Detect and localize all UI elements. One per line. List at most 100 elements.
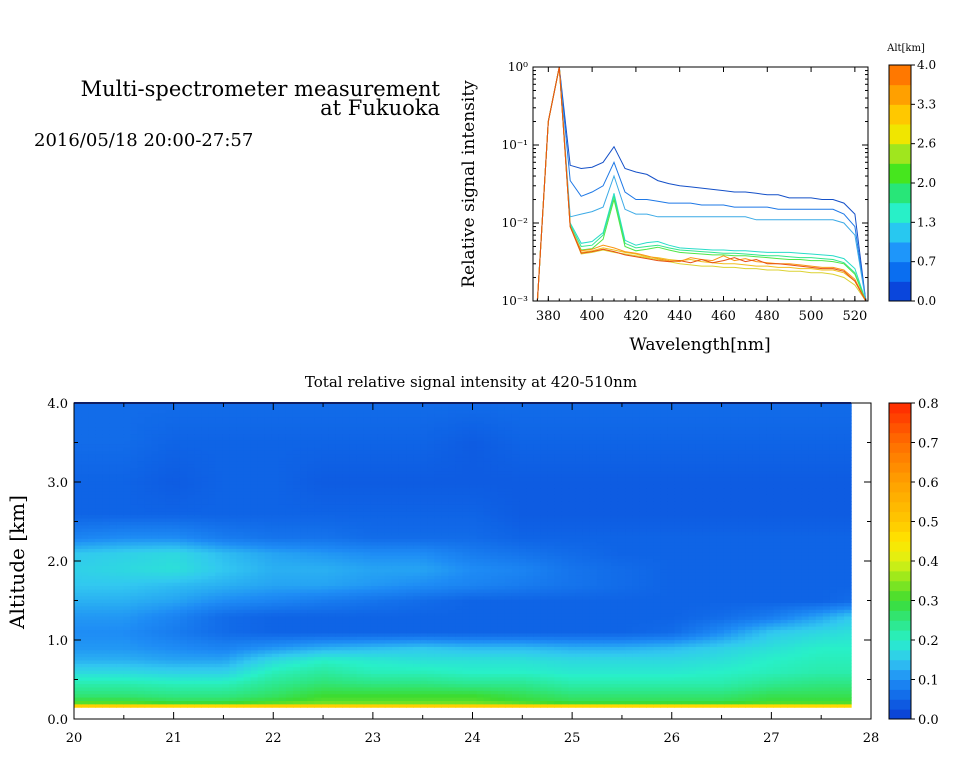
heatmap-cell [709,690,718,695]
heatmap-cell [95,659,103,664]
heatmap-cell [222,646,231,651]
heatmap-cell [427,683,435,688]
heatmap-cell [773,639,782,644]
heatmap-cell [88,642,96,647]
heatmap-cell [413,649,421,654]
heatmap-cell [427,612,435,617]
heatmap-cell [88,629,96,634]
heatmap-cell [766,578,774,583]
heatmap-cell [519,578,527,583]
heatmap-cell [476,602,485,607]
heatmap-cell [462,646,471,651]
heatmap-cell [427,669,435,674]
heatmap-cell [363,680,372,685]
heatmap-cell [116,622,125,627]
heatmap-cell [377,703,386,708]
heatmap-cell [229,646,238,651]
heatmap-cell [716,680,725,685]
heatmap-cell [730,568,739,573]
heatmap-cell [377,686,386,691]
heatmap-cell [137,619,146,624]
heatmap-cell [363,571,372,576]
heatmap-cell [462,663,471,668]
heatmap-cell [780,609,789,614]
heatmap-cell [646,626,654,631]
heatmap-cell [264,663,273,668]
heatmap-cell [116,626,125,631]
heatmap-cell [448,585,457,590]
heatmap-cell [144,558,153,563]
heatmap-cell [406,565,414,570]
heatmap-cell [723,558,732,563]
heatmap-cell [257,575,266,580]
heatmap-cell [625,629,633,634]
heatmap-cell [201,565,209,570]
heatmap-cell [483,680,492,685]
heatmap-cell [116,565,125,570]
heatmap-cell [434,605,442,610]
heatmap-cell [328,622,336,627]
heatmap-cell [780,558,789,563]
heatmap-cell [836,673,845,678]
heatmap-cell [639,561,647,566]
heatmap-cell [603,605,612,610]
heatmap-cell [292,592,301,597]
heatmap-cell [730,582,739,587]
heatmap-cell [603,629,612,634]
heatmap-cell [363,592,372,597]
heatmap-cell [653,639,661,644]
heatmap-cell [222,568,231,573]
heatmap-cell [384,622,393,627]
heatmap-cell [815,578,824,583]
heatmap-cell [292,599,301,603]
heatmap-cell [674,588,683,593]
heatmap-cell [695,615,704,620]
heatmap-cell [625,588,633,593]
heatmap-cell [836,686,845,691]
heatmap-cell [398,676,407,681]
heatmap-cell [667,622,676,627]
heatmap-cell [236,575,245,580]
heatmap-cell [271,585,280,590]
heatmap-cell [787,636,796,641]
heatmap-cell [370,686,379,691]
heatmap-cell [264,680,273,685]
heatmap-cell [702,585,711,590]
heatmap-cell [391,632,400,637]
heatmap-cell [716,599,725,603]
heatmap-cell [759,659,767,664]
heatmap-cell [95,585,103,590]
heatmap-cell [561,571,570,576]
heatmap-cell [208,632,216,637]
heatmap-cell [172,683,181,688]
heatmap-cell [752,619,760,624]
heatmap-cell [413,615,421,620]
heatmap-cell [257,582,266,587]
heatmap-cell [688,565,697,570]
heatmap-cell [398,612,407,617]
heatmap-cell [483,632,492,637]
heatmap-cell [773,632,782,637]
heatmap-cell [547,673,555,678]
heatmap-cell [759,649,767,654]
heatmap-cell [844,693,852,698]
heatmap-cell [526,602,534,607]
heatmap-cell [208,680,216,685]
heatmap-cell [307,673,315,678]
heatmap-cell [766,632,774,637]
heatmap-cell [88,663,96,668]
heatmap-cell [568,612,577,617]
spectrum-colorbar-tick-label: 4.0 [917,58,936,72]
heatmap-cell [730,642,739,647]
heatmap-cell [653,615,661,620]
heatmap-cell [519,669,527,674]
heatmap-cell [674,703,683,708]
heatmap-cell [271,592,280,597]
heatmap-cell [264,588,273,593]
heatmap-cell [469,639,478,644]
heatmap-cell [285,602,294,607]
heatmap-cell [674,636,683,641]
heatmap-cell [625,697,633,701]
heatmap-cell [738,582,746,587]
heatmap-cell [229,639,238,644]
